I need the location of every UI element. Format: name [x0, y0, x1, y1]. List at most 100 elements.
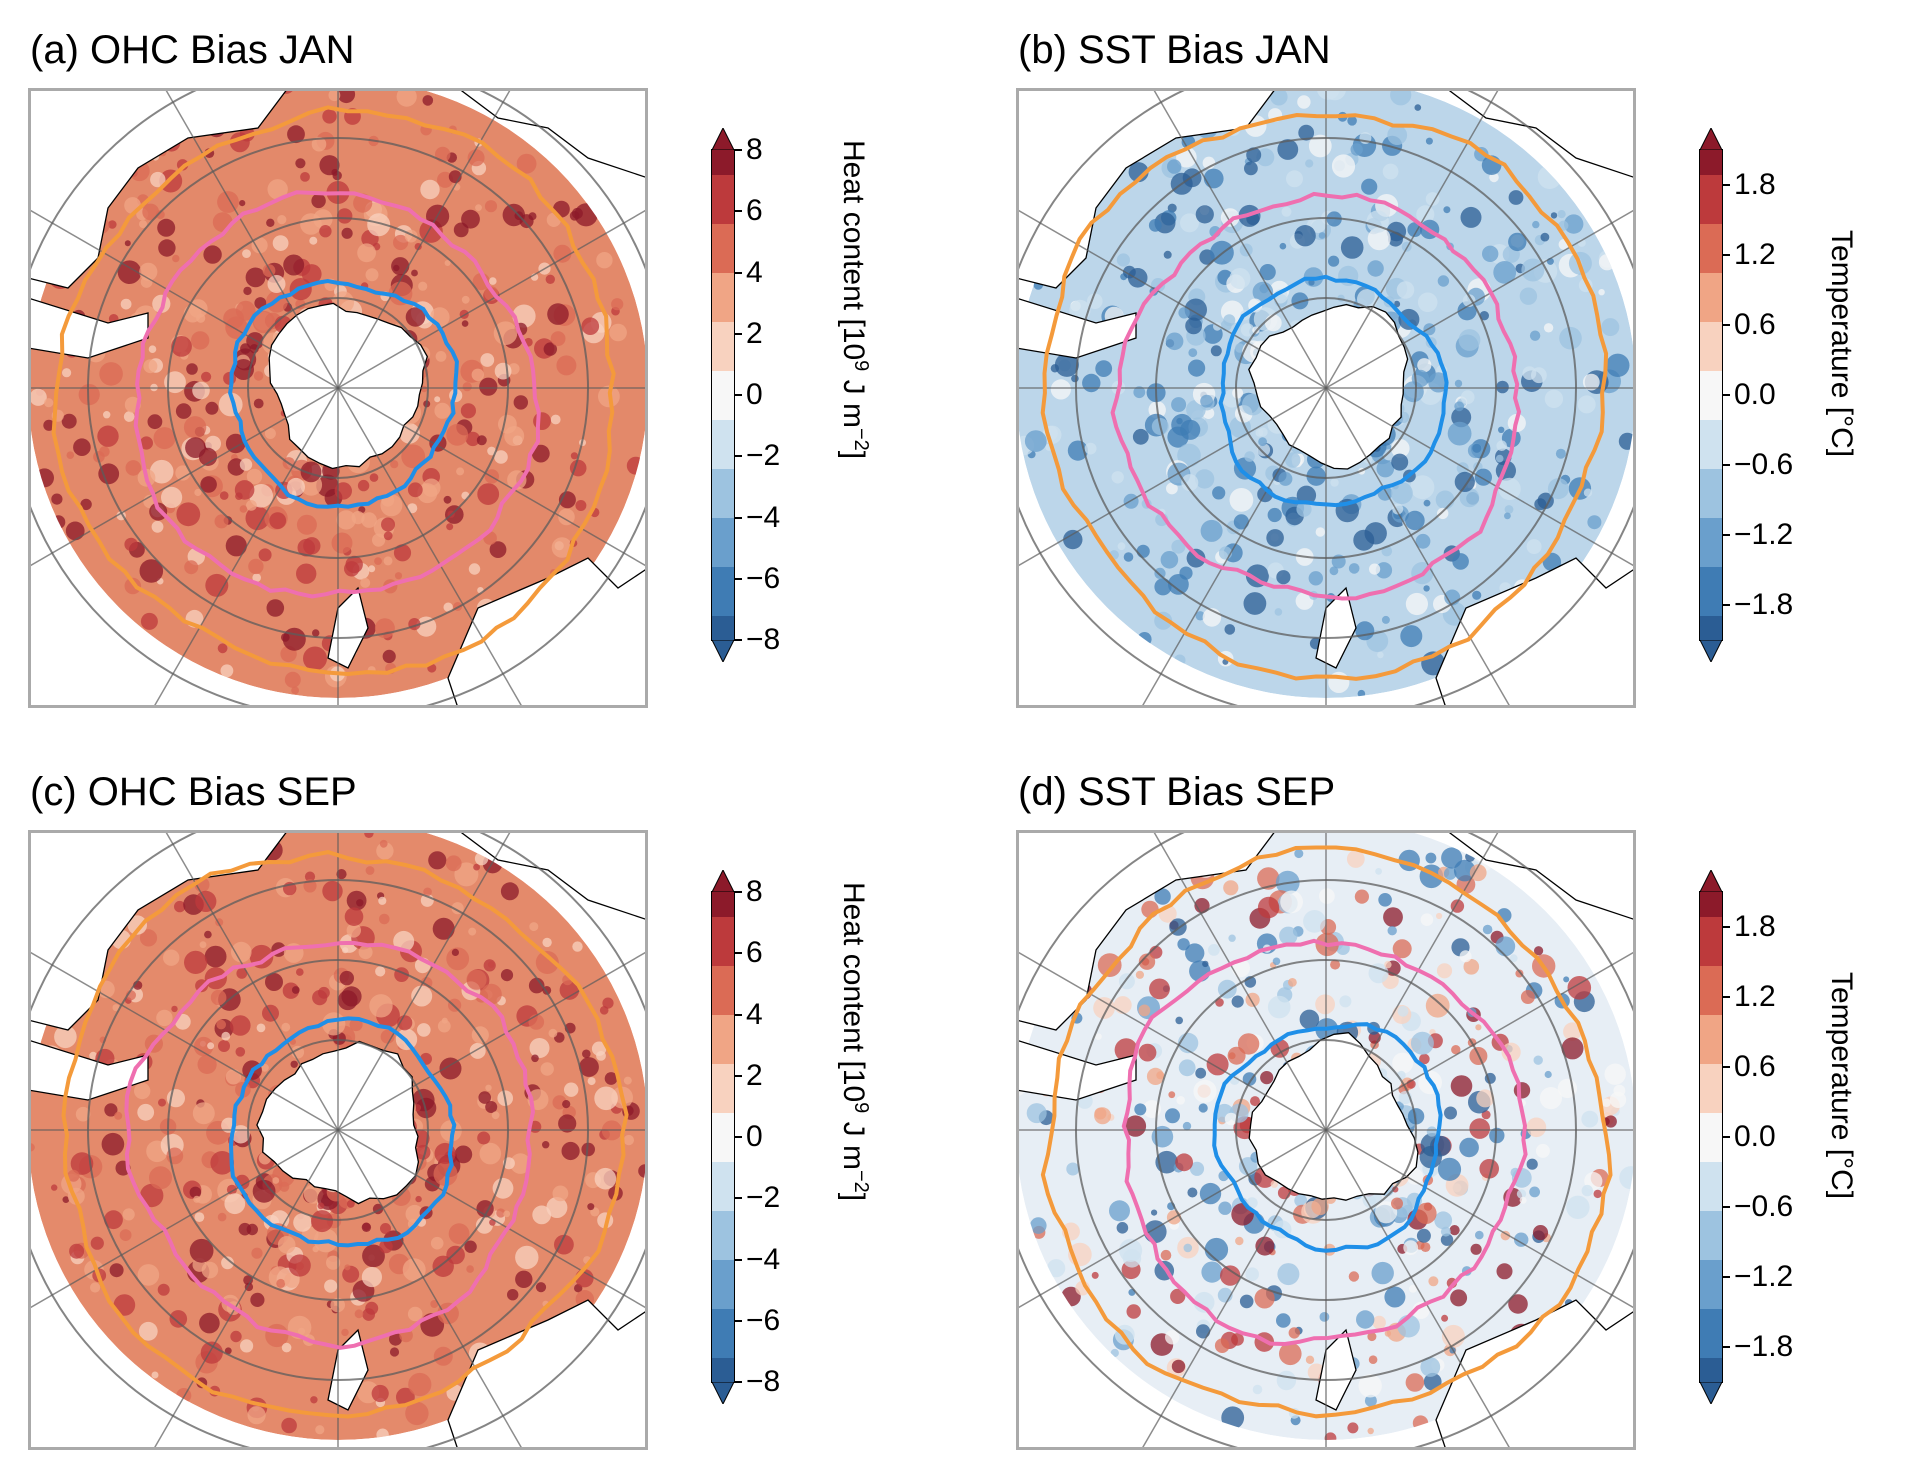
field-blob — [1188, 359, 1206, 377]
field-blob — [445, 855, 462, 872]
field-blob — [1185, 317, 1202, 335]
field-blob — [1416, 1228, 1431, 1243]
field-blob — [230, 1330, 242, 1343]
field-blob — [368, 565, 376, 573]
field-blob — [125, 460, 142, 476]
field-blob — [155, 210, 165, 220]
field-blob — [1425, 192, 1440, 206]
field-blob — [1231, 995, 1244, 1008]
field-blob — [1403, 1240, 1419, 1255]
field-blob — [1026, 1103, 1047, 1124]
field-blob — [1066, 1162, 1080, 1176]
colorbar-segment — [712, 493, 734, 518]
field-blob — [124, 537, 138, 552]
colorbar-segment — [712, 370, 734, 396]
land-antarctica — [268, 302, 429, 470]
field-blob — [542, 937, 552, 948]
colorbar-tick-mark — [734, 516, 742, 519]
field-blob — [346, 923, 361, 938]
colorbar-segment — [1700, 1039, 1722, 1064]
field-blob — [300, 172, 310, 182]
field-blob — [277, 215, 287, 225]
field-blob — [317, 1202, 325, 1210]
field-blob — [1465, 851, 1476, 862]
field-blob — [1319, 1312, 1330, 1322]
field-blob — [1496, 380, 1509, 394]
field-blob — [339, 970, 354, 986]
field-blob — [217, 643, 228, 654]
field-blob — [1195, 1067, 1207, 1079]
field-blob — [230, 1015, 251, 1036]
field-blob — [1182, 1121, 1192, 1131]
field-blob — [349, 1018, 363, 1032]
field-blob — [456, 467, 465, 476]
field-blob — [1256, 443, 1271, 457]
field-blob — [1609, 1091, 1627, 1108]
field-blob — [1228, 1052, 1236, 1060]
field-blob — [1396, 281, 1415, 299]
field-blob — [587, 1077, 596, 1086]
field-blob — [542, 1141, 550, 1149]
field-blob — [296, 563, 317, 584]
colorbar-segment — [1700, 174, 1722, 200]
field-blob — [460, 403, 476, 419]
field-blob — [1397, 1005, 1409, 1017]
field-blob — [90, 1236, 104, 1250]
field-blob — [1278, 471, 1293, 486]
colorbar-label-part: Heat content [10 — [837, 140, 870, 361]
field-blob — [336, 869, 347, 880]
field-blob — [379, 913, 390, 925]
field-blob — [1563, 976, 1570, 983]
colorbar-segment — [712, 1259, 734, 1285]
colorbar-tick-label: 0.6 — [1734, 1050, 1776, 1083]
field-blob — [430, 1236, 444, 1250]
field-blob — [1257, 896, 1280, 919]
field-blob — [575, 500, 587, 511]
field-blob — [376, 1428, 389, 1440]
field-blob — [120, 298, 132, 310]
field-blob — [548, 1028, 558, 1038]
field-blob — [507, 470, 527, 490]
field-blob — [250, 1292, 265, 1307]
field-blob — [1171, 397, 1187, 413]
field-blob — [399, 422, 420, 444]
land-africa — [456, 88, 648, 179]
field-blob — [379, 1239, 393, 1254]
field-blob — [515, 1245, 539, 1270]
colorbar-tick-label: −6 — [746, 561, 781, 595]
field-blob — [322, 880, 343, 902]
field-blob — [594, 1167, 617, 1190]
field-blob — [221, 1031, 231, 1041]
front-outer-line — [1040, 845, 1613, 1419]
field-blob — [158, 1098, 166, 1107]
colorbar-tick-label: 0 — [746, 378, 763, 411]
field-blob — [1371, 1261, 1394, 1285]
field-blob — [193, 1195, 201, 1203]
map-frame — [28, 830, 648, 1450]
field-blob — [1519, 1196, 1527, 1204]
field-blob — [246, 500, 257, 511]
land-south-america — [28, 88, 289, 289]
field-blob — [204, 945, 227, 968]
field-blob — [388, 281, 413, 306]
colorbar-tick-mark — [1722, 254, 1730, 256]
colorbar-tick-mark — [1722, 926, 1730, 928]
field-blob — [1297, 95, 1311, 109]
field-blob — [479, 1142, 502, 1165]
field-blob — [127, 915, 147, 935]
field-blob — [467, 149, 485, 167]
field-blob — [304, 871, 316, 882]
colorbar-segment — [712, 542, 734, 567]
field-blob — [532, 1205, 552, 1225]
field-blob — [158, 239, 176, 257]
field-blob — [407, 482, 423, 498]
field-blob — [1544, 1070, 1552, 1079]
colorbar-tick-mark — [734, 1381, 742, 1383]
field-blob — [44, 398, 54, 408]
land-australia — [1435, 1299, 1636, 1450]
field-blob — [393, 234, 409, 251]
field-blob — [1392, 939, 1412, 959]
colorbar-segment — [1700, 566, 1722, 592]
field-blob — [1479, 1159, 1499, 1179]
field-blob — [117, 260, 142, 284]
